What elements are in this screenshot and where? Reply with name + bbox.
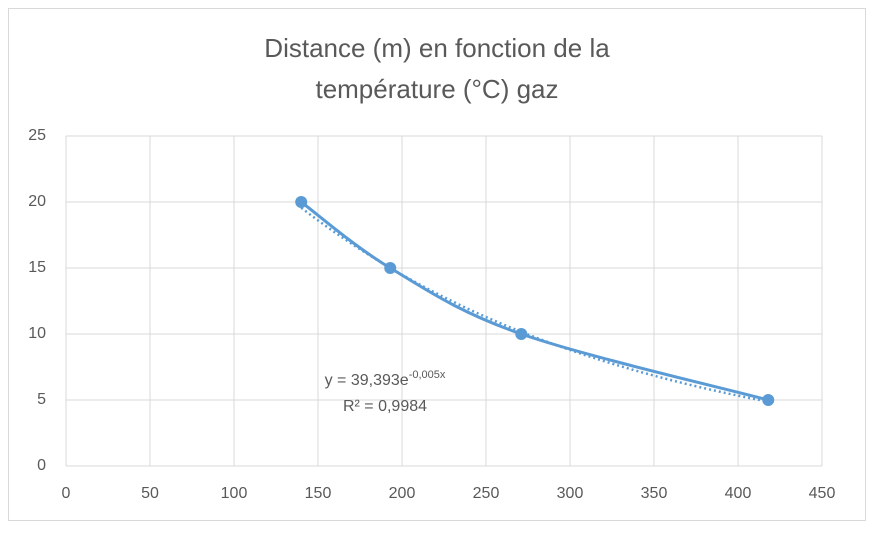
x-tick-label: 100 [221,485,248,502]
series-line [300,200,769,402]
trendline-equation: y = 39,393e-0,005x [325,369,446,389]
x-tick-label: 250 [473,485,500,502]
trendline [300,206,769,403]
y-tick-label: 25 [28,127,46,144]
x-tick-label: 400 [725,485,752,502]
x-tick-label: 200 [389,485,416,502]
point [295,196,308,208]
x-tick-label: 450 [809,485,836,502]
x-tick-label: 50 [141,485,159,502]
chart-title: Distance (m) en fonction de la températu… [264,33,610,104]
y-tick-label: 10 [28,325,46,342]
equation: y = 39,393e [325,372,409,389]
chart-border [8,8,866,521]
equation-exponent: -0,005x [409,369,446,381]
point [384,262,397,274]
y-tick-label: 15 [28,259,46,276]
x-tick-label: 0 [62,485,71,502]
y-tick-label: 0 [37,457,46,474]
point [762,394,775,406]
point [515,328,528,340]
y-tick-label: 20 [28,193,46,210]
x-tick-label: 150 [305,485,332,502]
y-tick-label: 5 [37,391,46,408]
r-squared: R² = 0,9984 [343,398,427,415]
x-tick-label: 300 [557,485,584,502]
x-tick-label: 350 [641,485,668,502]
